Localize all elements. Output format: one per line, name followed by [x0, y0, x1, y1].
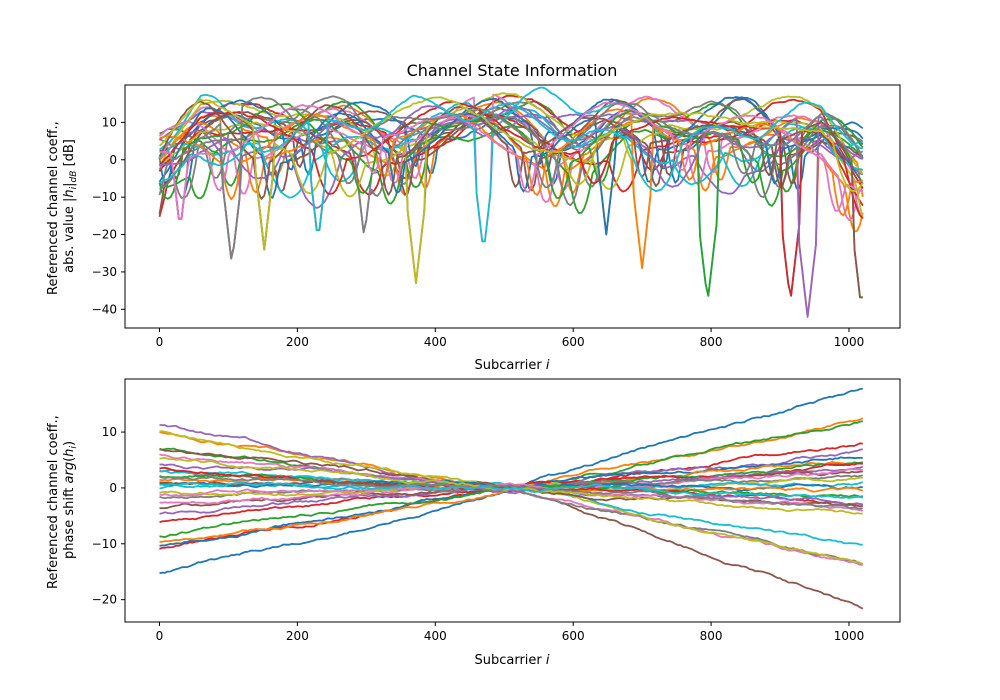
x-tick-label: 1000: [834, 629, 865, 643]
magnitude-y-axis-label-line1: Referenced channel coeff.,: [46, 121, 61, 295]
magnitude-series-group: [158, 86, 864, 318]
x-tick-label: 1000: [834, 335, 865, 349]
y-tick-label: −10: [92, 190, 117, 204]
x-tick-label: 200: [286, 629, 309, 643]
magnitude-series-line: [159, 101, 864, 220]
magnitude-series-line: [158, 107, 864, 236]
phase-axes: 0 200 400 600 800 1000 −20 −10 0 10 Subcarrier i…: [46, 378, 901, 668]
y-tick-label: 0: [109, 153, 117, 167]
x-tick-label: 600: [562, 629, 585, 643]
magnitude-series-line: [159, 94, 863, 231]
magnitude-series-line: [158, 100, 863, 299]
phase-series-group: [159, 388, 864, 610]
chart-title: Channel State Information: [407, 61, 618, 80]
phase-series-line: [159, 463, 864, 506]
magnitude-series-line: [158, 96, 864, 251]
x-tick-label: 200: [286, 335, 309, 349]
phase-axes-frame: [124, 378, 901, 623]
phase-y-axis-label-line1: Referenced channel coeff.,: [46, 415, 61, 589]
x-tick-label: 800: [700, 335, 723, 349]
magnitude-axes-frame: [124, 84, 901, 329]
magnitude-axes: 0 200 400 600 800 1000 −40 −30 −20 −10 0 10 Subcar…: [46, 84, 901, 373]
magnitude-series-line: [158, 103, 864, 297]
phase-series-line: [159, 482, 863, 512]
y-tick-label: −40: [92, 302, 117, 316]
phase-y-axis-label: Referenced channel coeff., phase shift a…: [46, 411, 79, 589]
x-tick-label: 800: [700, 629, 723, 643]
x-tick-label: 600: [562, 335, 585, 349]
x-tick-label: 0: [156, 335, 164, 349]
magnitude-series-line: [158, 96, 864, 260]
phase-y-axis-label-line2: phase shift arg(hi): [62, 441, 79, 559]
magnitude-y-axis-label: Referenced channel coeff., abs. value |h…: [46, 117, 79, 295]
y-tick-label: 0: [109, 481, 117, 495]
y-tick-label: −10: [92, 537, 117, 551]
y-tick-label: 10: [102, 425, 117, 439]
x-tick-label: 400: [424, 629, 447, 643]
magnitude-y-axis-label-line2: abs. value |hi|dB [dB]: [62, 139, 79, 273]
phase-series-line: [159, 475, 863, 510]
magnitude-series-line: [158, 96, 864, 297]
phase-series-line: [159, 424, 863, 495]
magnitude-series-line: [158, 100, 864, 297]
y-tick-label: −20: [92, 593, 117, 607]
magnitude-x-axis-label: Subcarrier i: [474, 358, 549, 373]
x-tick-label: 0: [156, 629, 164, 643]
magnitude-x-ticks: 0 200 400 600 800 1000: [156, 328, 865, 349]
phase-x-ticks: 0 200 400 600 800 1000: [156, 622, 865, 643]
magnitude-series-line: [159, 105, 864, 318]
y-tick-label: −20: [92, 228, 117, 242]
x-tick-label: 400: [424, 335, 447, 349]
phase-series-line: [159, 481, 864, 499]
y-tick-label: 10: [102, 115, 117, 129]
magnitude-series-line: [158, 94, 864, 231]
phase-x-axis-label: Subcarrier i: [474, 653, 549, 668]
magnitude-y-ticks: −40 −30 −20 −10 0 10: [92, 115, 125, 316]
y-tick-label: −30: [92, 265, 117, 279]
phase-y-ticks: −20 −10 0 10: [92, 425, 125, 607]
